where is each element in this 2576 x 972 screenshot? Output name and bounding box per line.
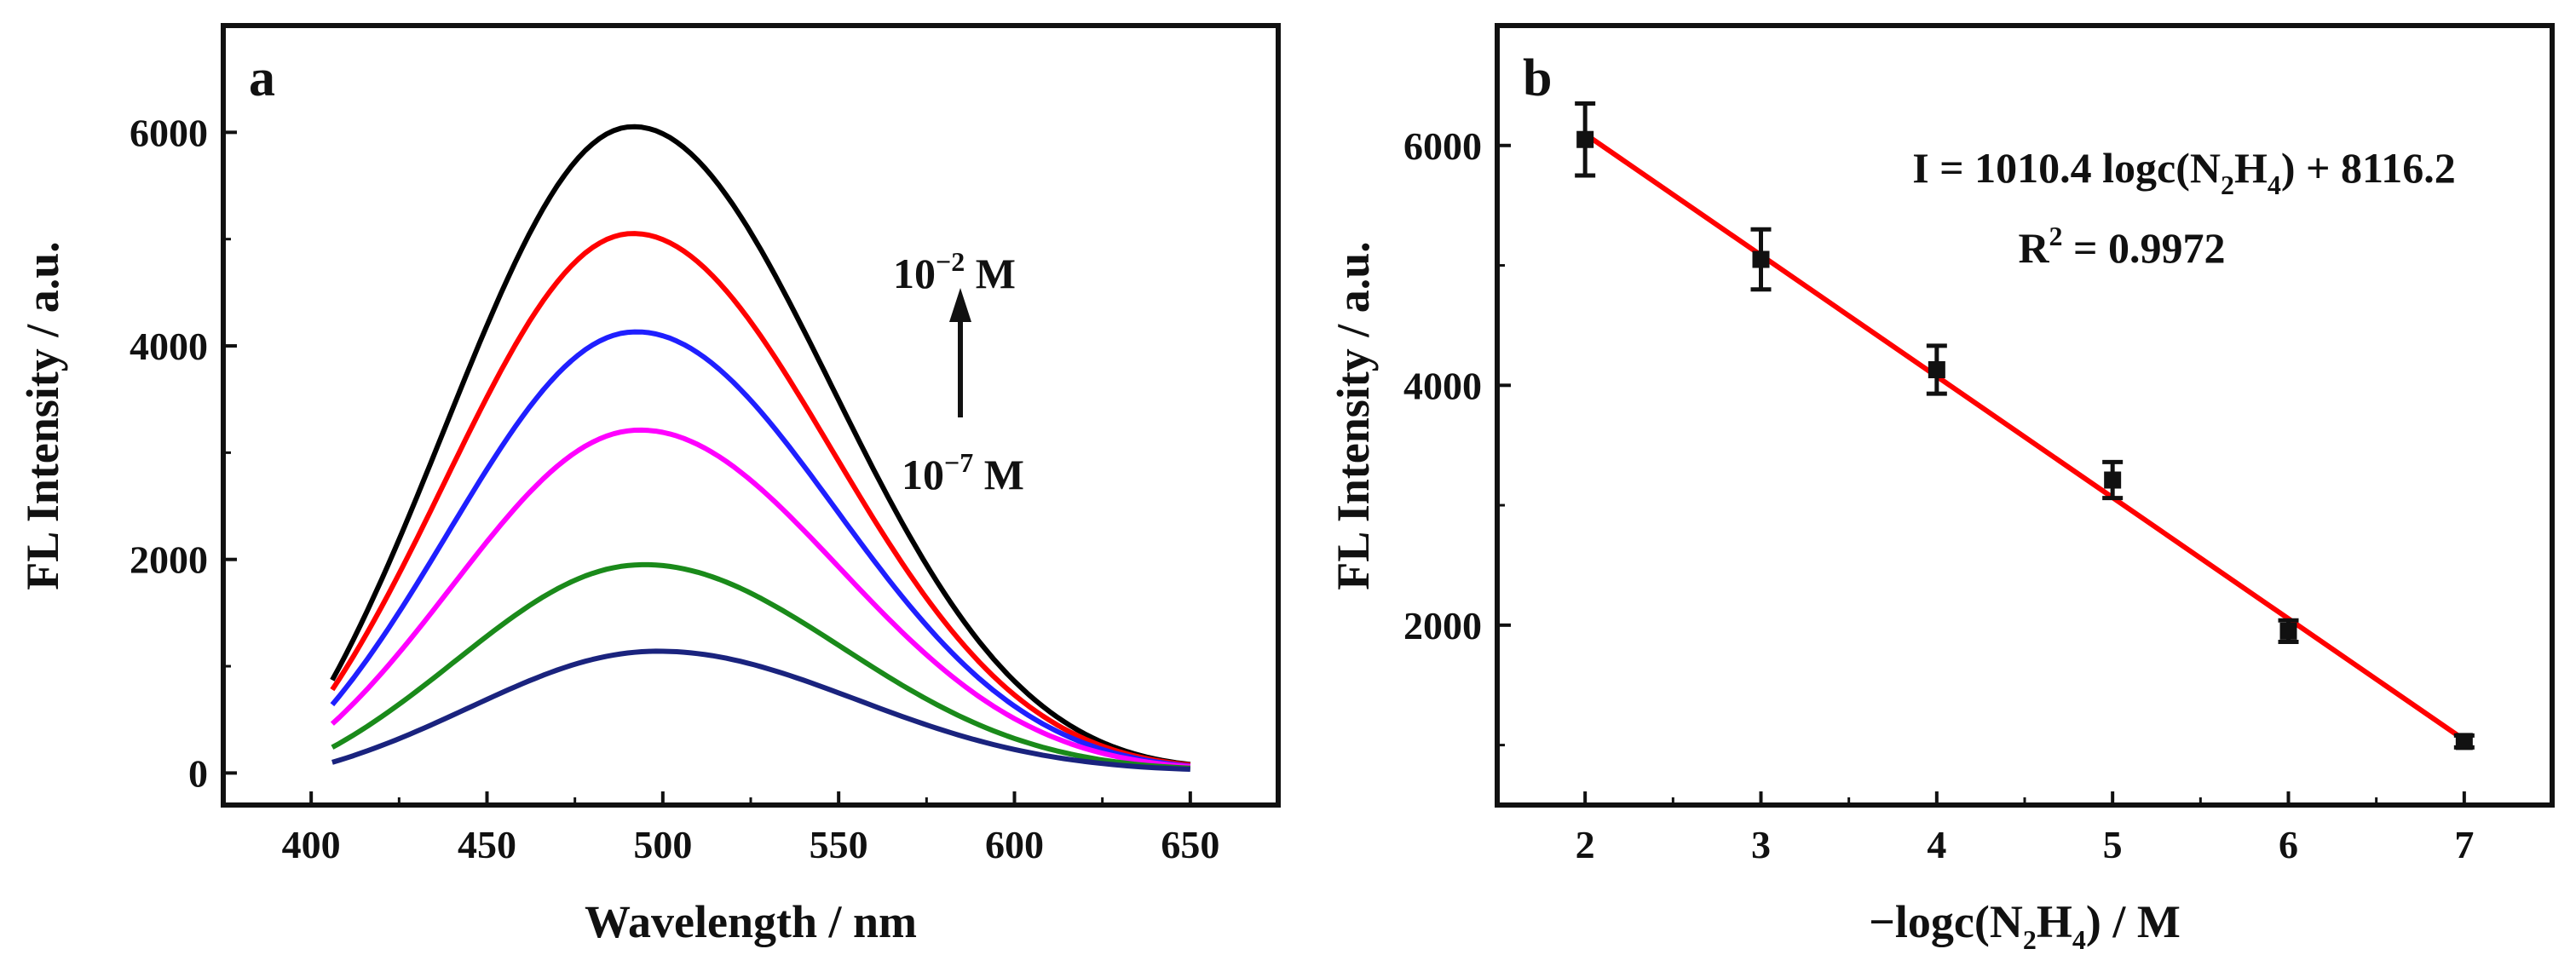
panel-b-frame [1495, 23, 2555, 808]
spectrum-curve [331, 648, 1190, 772]
panel-a-y-tick-label: 2000 [130, 538, 208, 582]
panel-b-y-tick-label: 2000 [1403, 604, 1482, 647]
panel-b: 2 3 4 5 6 7 2000 4000 6000 b −logc(N2H4) / M FL… [1328, 23, 2555, 955]
panel-b-y-label: FL Intensity / a.u. [1328, 241, 1379, 590]
data-point [2279, 622, 2297, 640]
concentration-arrow-head [949, 288, 971, 322]
spectrum-curve [330, 329, 1191, 769]
data-point [2455, 733, 2473, 751]
panel-a-x-tick-label: 550 [810, 823, 868, 866]
spectrum-curve [330, 231, 1191, 768]
panel-a: 400 450 500 550 600 650 0 2000 4000 6000 a Wavel… [17, 23, 1281, 947]
spectrum-curve [331, 561, 1190, 771]
panel-a-curves [330, 124, 1191, 772]
panel-b-fit-line [1583, 131, 2466, 742]
fit-equation: I = 1010.4 logc(N2H4) + 8116.2 [1912, 144, 2456, 200]
linear-fit-line [1583, 131, 2466, 742]
panel-b-points [1575, 101, 2475, 751]
panel-a-y-tick-label: 4000 [130, 325, 208, 368]
panel-a-x-tick-label: 450 [458, 823, 516, 866]
panel-b-x-tick-label: 6 [2279, 823, 2298, 866]
arrow-top-label: 10−2 M [893, 246, 1016, 297]
panel-a-y-ticks: 0 2000 4000 6000 [130, 111, 237, 795]
panel-a-x-tick-label: 500 [633, 823, 692, 866]
data-point [1928, 361, 1945, 379]
panel-a-letter: a [249, 49, 275, 107]
panel-b-x-tick-label: 7 [2454, 823, 2474, 866]
data-point [1752, 250, 1770, 268]
panel-b-y-tick-label: 6000 [1403, 124, 1482, 168]
panel-b-x-tick-label: 2 [1576, 823, 1595, 866]
panel-a-y-tick-label: 0 [188, 751, 208, 795]
panel-a-x-tick-label: 650 [1161, 823, 1219, 866]
panel-a-x-tick-label: 600 [985, 823, 1044, 866]
panel-a-frame [221, 23, 1281, 808]
arrow-bottom-label: 10−7 M [902, 447, 1024, 498]
panel-b-x-tick-label: 4 [1927, 823, 1946, 866]
r-squared: R2 = 0.9972 [2018, 221, 2225, 272]
panel-a-y-tick-label: 6000 [130, 111, 208, 154]
panel-a-x-ticks: 400 450 500 550 600 650 [282, 791, 1219, 866]
panel-b-x-tick-label: 5 [2103, 823, 2123, 866]
data-point [2104, 471, 2122, 489]
panel-a-x-tick-label: 400 [282, 823, 341, 866]
spectrum-curve [330, 427, 1191, 769]
panel-a-y-label: FL Intensity / a.u. [17, 241, 68, 590]
panel-b-letter: b [1523, 49, 1552, 107]
spectrum-curve [330, 124, 1191, 768]
data-point [1576, 130, 1594, 148]
panel-b-y-ticks: 2000 4000 6000 [1403, 124, 1511, 747]
panel-b-x-ticks: 2 3 4 5 6 7 [1576, 791, 2474, 866]
panel-a-x-label: Wavelength / nm [585, 896, 917, 947]
panel-b-x-tick-label: 3 [1751, 823, 1771, 866]
panel-b-x-label: −logc(N2H4) / M [1869, 896, 2181, 955]
panel-b-y-tick-label: 4000 [1403, 364, 1482, 407]
